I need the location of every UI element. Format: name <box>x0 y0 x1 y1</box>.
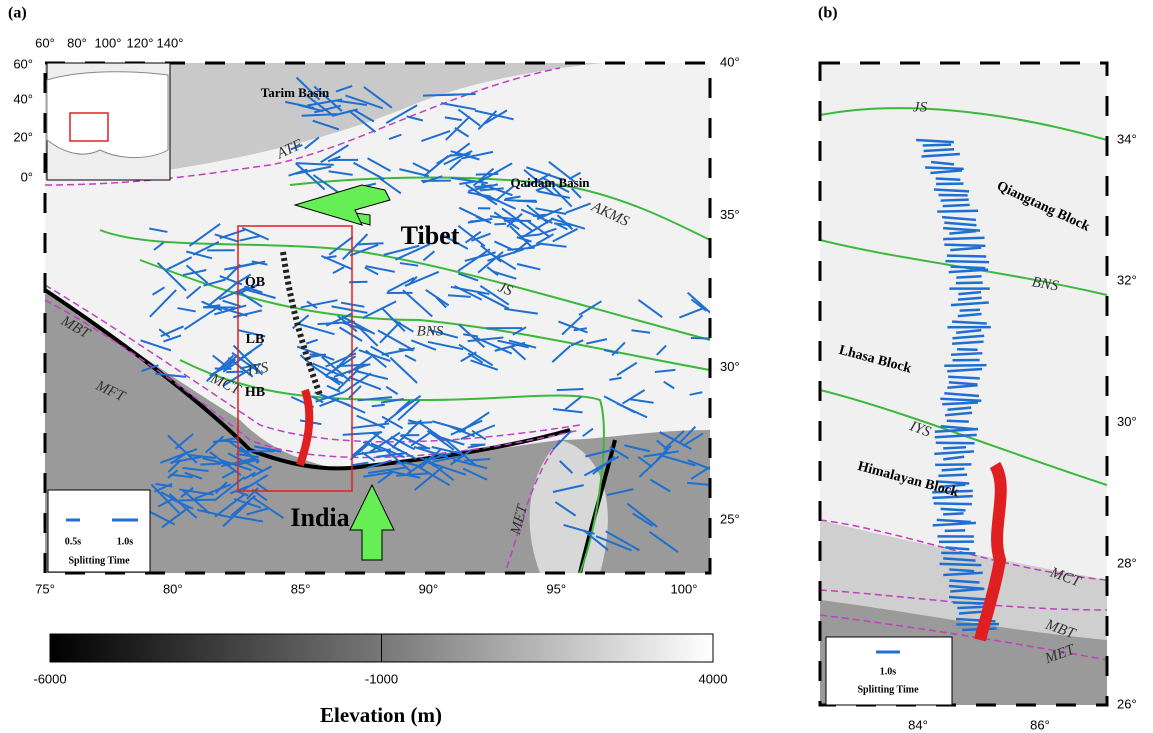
anisotropy-bar <box>953 602 988 603</box>
lon-tick-label: 75° <box>35 581 55 596</box>
lat-tick-label: 35° <box>720 207 740 222</box>
anisotropy-bar <box>938 475 967 476</box>
fault-label: JS <box>913 99 928 115</box>
lat-tick-label: 26° <box>1117 697 1137 712</box>
lon-tick-label: 100° <box>671 581 698 596</box>
lon-tick-label: 90° <box>419 581 439 596</box>
lat-tick-label: 32° <box>1117 273 1137 288</box>
place-label: Qaidam Basin <box>510 175 590 190</box>
anisotropy-bar <box>924 149 954 151</box>
legend-scale: 0.5s <box>65 536 82 547</box>
anisotropy-bar <box>356 243 384 244</box>
lon-tick-label: 95° <box>546 581 566 596</box>
map-b <box>820 63 1107 705</box>
colorbar-label: Elevation (m) <box>320 703 442 727</box>
inset-lat-label: 40° <box>13 91 33 106</box>
inset-lon-label: 80° <box>67 35 87 50</box>
anisotropy-bar <box>941 200 969 201</box>
fault-label: BNS <box>417 323 444 339</box>
anisotropy-bar <box>941 509 966 510</box>
inset-lon-label: 140° <box>157 35 184 50</box>
lat-tick-label: 40° <box>720 55 740 70</box>
anisotropy-bar <box>942 403 978 405</box>
anisotropy-bar <box>949 569 974 571</box>
anisotropy-bar <box>943 513 964 514</box>
anisotropy-bar <box>179 500 217 501</box>
colorbar-tick-label: -1000 <box>365 671 398 686</box>
anisotropy-bar <box>691 338 721 339</box>
anisotropy-bar <box>943 447 966 448</box>
lat-tick-label: 25° <box>720 511 740 526</box>
colorbar-tick-label: -6000 <box>33 671 66 686</box>
inset-lon-label: 100° <box>95 35 122 50</box>
block-label: QB <box>245 275 265 290</box>
block-label: LB <box>246 332 265 347</box>
anisotropy-bar <box>944 365 986 366</box>
anisotropy-bar <box>937 211 978 212</box>
inset-lon-label: 120° <box>127 35 154 50</box>
anisotropy-bar <box>948 377 980 379</box>
anisotropy-bar <box>960 310 980 311</box>
colorbar-tick-label: 4000 <box>699 671 728 686</box>
lon-tick-label: 86° <box>1030 717 1050 732</box>
place-label: Tarim Basin <box>261 85 330 100</box>
anisotropy-bar <box>925 168 963 169</box>
anisotropy-bar <box>445 94 475 95</box>
lon-tick-label: 80° <box>163 581 183 596</box>
anisotropy-bar <box>935 464 971 465</box>
lon-tick-label: 85° <box>291 581 311 596</box>
place-label: Tibet <box>401 221 460 250</box>
panel-label: (a) <box>8 5 27 22</box>
anisotropy-bar <box>945 261 989 262</box>
lat-tick-label: 30° <box>720 359 740 374</box>
inset-map <box>47 63 170 180</box>
anisotropy-bar <box>956 283 983 284</box>
legend-scale: 1.0s <box>117 536 134 547</box>
block-label: HB <box>245 385 265 400</box>
inset-lon-label: 60° <box>35 35 55 50</box>
inset-lat-label: 60° <box>13 56 33 71</box>
anisotropy-bar <box>418 447 430 448</box>
inset-lat-label: 0° <box>21 169 33 184</box>
anisotropy-bar <box>947 256 986 257</box>
anisotropy-bar <box>936 179 961 180</box>
anisotropy-bar <box>956 276 981 277</box>
lat-tick-label: 34° <box>1117 131 1137 146</box>
anisotropy-bar <box>951 353 982 355</box>
anisotropy-bar <box>557 389 584 390</box>
lat-tick-label: 28° <box>1117 555 1137 570</box>
anisotropy-bar <box>934 503 972 504</box>
anisotropy-bar <box>200 464 220 465</box>
anisotropy-bar <box>951 267 986 269</box>
legend-scale: 1.0s <box>880 666 897 677</box>
anisotropy-bar <box>943 205 970 206</box>
anisotropy-bar <box>942 469 965 471</box>
lat-tick-label: 30° <box>1117 414 1137 429</box>
place-label: India <box>290 503 349 532</box>
legend-title: Splitting Time <box>68 555 130 566</box>
inset-lat-label: 20° <box>13 129 33 144</box>
anisotropy-bar <box>944 245 985 246</box>
anisotropy-bar <box>940 564 982 565</box>
anisotropy-bar <box>947 421 969 422</box>
anisotropy-bar <box>943 238 984 239</box>
anisotropy-bar <box>533 215 546 216</box>
anisotropy-bar <box>945 530 965 531</box>
panel-label: (b) <box>818 5 838 22</box>
anisotropy-bar <box>494 224 506 225</box>
anisotropy-bar <box>923 145 951 146</box>
legend-title: Splitting Time <box>857 684 919 695</box>
figure: (a) 75° 80° 85° 90° 95° 100° 25° 30° 35° 40° 60° 80°… <box>0 0 1153 733</box>
anisotropy-bar <box>408 422 432 423</box>
lon-tick-label: 84° <box>908 717 928 732</box>
